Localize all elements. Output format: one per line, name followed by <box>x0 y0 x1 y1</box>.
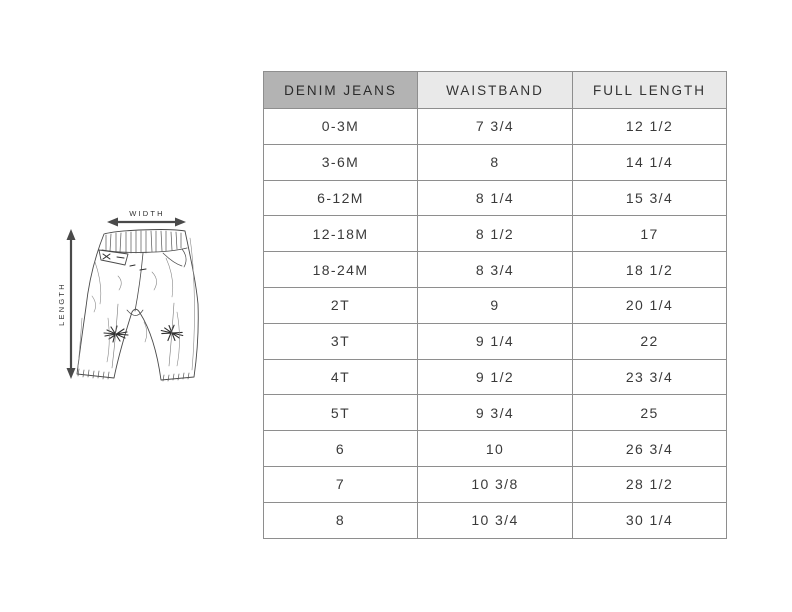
table-cell: 7 <box>263 465 418 503</box>
table-cell: 8 <box>263 501 418 539</box>
table-cell: 22 <box>572 322 727 360</box>
table-cell: 10 3/4 <box>417 501 573 539</box>
table-row: 2T 9 20 1/4 <box>263 286 727 324</box>
table-cell: 12 1/2 <box>572 108 727 145</box>
table-cell: 14 1/4 <box>572 143 727 181</box>
table-cell: 30 1/4 <box>572 501 727 539</box>
width-arrow <box>107 217 186 227</box>
pants-measurement-diagram: WIDTH LENGTH <box>57 209 199 382</box>
table-cell: 3-6M <box>263 143 418 181</box>
table-cell: 6-12M <box>263 179 418 217</box>
table-cell: 17 <box>572 215 727 253</box>
table-cell: 5T <box>263 394 418 432</box>
table-cell: 18 1/2 <box>572 251 727 288</box>
table-cell: 9 1/4 <box>417 322 573 360</box>
table-cell: 8 <box>417 143 573 181</box>
size-table-header: DENIM JEANS WAISTBAND FULL LENGTH <box>263 71 727 109</box>
table-row: 7 10 3/8 28 1/2 <box>263 465 727 503</box>
table-cell: 3T <box>263 322 418 360</box>
table-cell: 28 1/2 <box>572 465 727 503</box>
table-cell: 12-18M <box>263 215 418 253</box>
table-row: 4T 9 1/2 23 3/4 <box>263 358 727 396</box>
table-cell: 0-3M <box>263 108 418 145</box>
pants-sketch <box>76 229 199 382</box>
width-label: WIDTH <box>129 209 165 218</box>
length-label: LENGTH <box>57 282 66 326</box>
table-cell: 9 <box>417 286 573 324</box>
header-full-length: FULL LENGTH <box>572 71 727 109</box>
length-arrow <box>66 229 76 379</box>
header-waistband: WAISTBAND <box>417 71 573 109</box>
table-cell: 15 3/4 <box>572 179 727 217</box>
table-row: 12-18M 8 1/2 17 <box>263 215 727 253</box>
table-row: 8 10 3/4 30 1/4 <box>263 501 727 539</box>
table-cell: 18-24M <box>263 251 418 288</box>
table-row: 3T 9 1/4 22 <box>263 322 727 360</box>
table-cell: 8 1/4 <box>417 179 573 217</box>
table-cell: 8 3/4 <box>417 251 573 288</box>
table-cell: 26 3/4 <box>572 430 727 467</box>
table-cell: 2T <box>263 286 418 324</box>
table-row: 3-6M 8 14 1/4 <box>263 143 727 181</box>
table-row: 6-12M 8 1/4 15 3/4 <box>263 179 727 217</box>
table-cell: 9 1/2 <box>417 358 573 396</box>
header-row: DENIM JEANS WAISTBAND FULL LENGTH <box>263 71 727 109</box>
table-cell: 20 1/4 <box>572 286 727 324</box>
table-row: 0-3M 7 3/4 12 1/2 <box>263 108 727 145</box>
table-cell: 23 3/4 <box>572 358 727 396</box>
header-denim-jeans: DENIM JEANS <box>263 71 418 109</box>
table-cell: 6 <box>263 430 418 467</box>
table-cell: 10 <box>417 430 573 467</box>
size-table: DENIM JEANS WAISTBAND FULL LENGTH 0-3M 7 … <box>263 71 727 539</box>
table-cell: 10 3/8 <box>417 465 573 503</box>
table-row: 18-24M 8 3/4 18 1/2 <box>263 251 727 288</box>
table-cell: 25 <box>572 394 727 432</box>
size-table-body: 0-3M 7 3/4 12 1/2 3-6M 8 14 1/4 6-12M 8 1/4 15 3… <box>263 108 727 539</box>
table-cell: 4T <box>263 358 418 396</box>
table-row: 5T 9 3/4 25 <box>263 394 727 432</box>
table-cell: 8 1/2 <box>417 215 573 253</box>
table-cell: 7 3/4 <box>417 108 573 145</box>
table-cell: 9 3/4 <box>417 394 573 432</box>
pocket-detail <box>98 249 129 266</box>
table-row: 6 10 26 3/4 <box>263 430 727 467</box>
